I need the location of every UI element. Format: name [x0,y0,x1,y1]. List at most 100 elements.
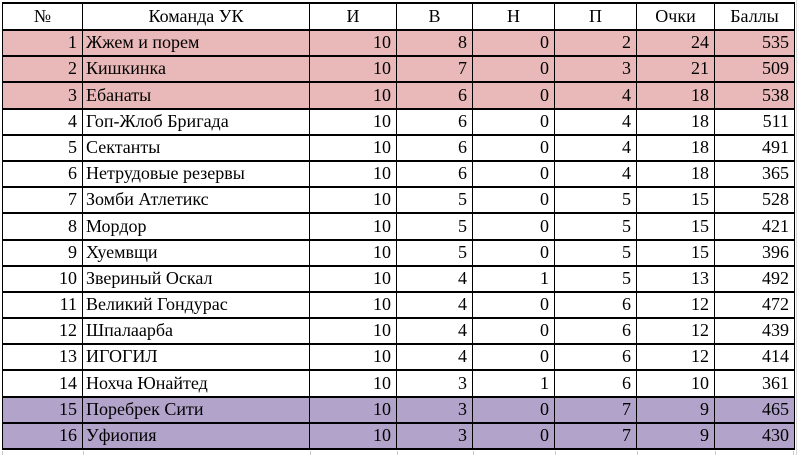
cell-team[interactable]: Кишкинка [82,55,310,84]
cell-played[interactable]: 10 [309,212,397,241]
cell-points[interactable]: 18 [636,107,715,136]
cell-wins[interactable]: 4 [396,343,473,372]
cell-played[interactable]: 10 [309,159,397,189]
cell-wins[interactable]: 3 [396,421,473,451]
cell-score[interactable]: 491 [714,133,795,162]
cell-team[interactable]: Мордор [82,212,310,241]
cell-points[interactable]: 12 [636,343,715,372]
cell-losses[interactable]: 6 [554,290,637,320]
cell-wins[interactable]: 6 [396,159,473,189]
cell-points[interactable]: 9 [636,421,715,451]
cell-draws[interactable]: 0 [472,212,555,241]
cell-team[interactable]: ИГОГИЛ [82,343,310,372]
cell-num[interactable]: 14 [2,369,83,398]
cell-played[interactable]: 10 [309,81,397,110]
cell-score[interactable]: 414 [714,343,795,372]
cell-num[interactable]: 2 [2,55,83,84]
cell-played[interactable]: 10 [309,421,397,451]
cell-points[interactable]: 24 [636,28,715,58]
cell-team[interactable]: Поребрек Сити [82,395,310,424]
cell-team[interactable]: Зомби Атлетикс [82,186,310,215]
cell-points[interactable]: 9 [636,395,715,424]
cell-wins[interactable]: 6 [396,81,473,110]
cell-played[interactable]: 10 [309,317,397,346]
cell-team[interactable]: Ебанаты [82,81,310,110]
cell-draws[interactable]: 0 [472,159,555,189]
cell-points[interactable]: 12 [636,317,715,346]
cell-draws[interactable]: 0 [472,395,555,424]
cell-team[interactable]: Звериный Оскал [82,264,310,293]
cell-num[interactable]: 5 [2,133,83,162]
cell-team[interactable]: Хуемвщи [82,238,310,267]
col-header-rank[interactable]: № [2,2,83,31]
cell-num[interactable]: 4 [2,107,83,136]
cell-played[interactable]: 10 [309,133,397,162]
cell-num[interactable]: 8 [2,212,83,241]
cell-points[interactable]: 21 [636,55,715,84]
cell-score[interactable]: 472 [714,290,795,320]
cell-num[interactable]: 6 [2,159,83,189]
cell-score[interactable]: 528 [714,186,795,215]
cell-played[interactable]: 10 [309,238,397,267]
cell-wins[interactable]: 3 [396,395,473,424]
cell-points[interactable]: 18 [636,81,715,110]
cell-team[interactable]: Жжем и порем [82,28,310,58]
cell-losses[interactable]: 7 [554,395,637,424]
cell-points[interactable]: 10 [636,369,715,398]
col-header-played[interactable]: И [309,2,397,31]
cell-score[interactable]: 509 [714,55,795,84]
cell-draws[interactable]: 0 [472,55,555,84]
cell-score[interactable]: 465 [714,395,795,424]
cell-losses[interactable]: 5 [554,212,637,241]
cell-losses[interactable]: 5 [554,186,637,215]
cell-wins[interactable]: 3 [396,369,473,398]
col-header-draws[interactable]: Н [472,2,555,31]
cell-draws[interactable]: 0 [472,133,555,162]
cell-draws[interactable]: 0 [472,238,555,267]
cell-score[interactable]: 492 [714,264,795,293]
cell-draws[interactable]: 0 [472,317,555,346]
cell-num[interactable]: 16 [2,421,83,451]
col-header-losses[interactable]: П [554,2,637,31]
cell-num[interactable]: 7 [2,186,83,215]
cell-losses[interactable]: 6 [554,317,637,346]
cell-draws[interactable]: 0 [472,343,555,372]
cell-team[interactable]: Нохча Юнайтед [82,369,310,398]
cell-losses[interactable]: 7 [554,421,637,451]
cell-losses[interactable]: 5 [554,238,637,267]
cell-score[interactable]: 361 [714,369,795,398]
cell-wins[interactable]: 6 [396,133,473,162]
cell-played[interactable]: 10 [309,264,397,293]
cell-wins[interactable]: 5 [396,238,473,267]
cell-points[interactable]: 15 [636,212,715,241]
col-header-score[interactable]: Баллы [714,2,795,31]
cell-team[interactable]: Сектанты [82,133,310,162]
cell-num[interactable]: 15 [2,395,83,424]
cell-team[interactable]: Нетрудовые резервы [82,159,310,189]
cell-score[interactable]: 396 [714,238,795,267]
cell-wins[interactable]: 5 [396,186,473,215]
cell-points[interactable]: 18 [636,133,715,162]
cell-points[interactable]: 18 [636,159,715,189]
cell-losses[interactable]: 3 [554,55,637,84]
cell-draws[interactable]: 0 [472,107,555,136]
cell-played[interactable]: 10 [309,55,397,84]
cell-losses[interactable]: 4 [554,107,637,136]
cell-draws[interactable]: 0 [472,28,555,58]
cell-losses[interactable]: 6 [554,343,637,372]
cell-num[interactable]: 10 [2,264,83,293]
cell-draws[interactable]: 0 [472,186,555,215]
cell-losses[interactable]: 5 [554,264,637,293]
cell-wins[interactable]: 5 [396,212,473,241]
cell-team[interactable]: Великий Гондурас [82,290,310,320]
cell-played[interactable]: 10 [309,186,397,215]
cell-draws[interactable]: 1 [472,369,555,398]
cell-wins[interactable]: 7 [396,55,473,84]
cell-score[interactable]: 430 [714,421,795,451]
cell-played[interactable]: 10 [309,290,397,320]
cell-played[interactable]: 10 [309,395,397,424]
cell-score[interactable]: 421 [714,212,795,241]
cell-played[interactable]: 10 [309,107,397,136]
cell-losses[interactable]: 4 [554,159,637,189]
cell-score[interactable]: 365 [714,159,795,189]
